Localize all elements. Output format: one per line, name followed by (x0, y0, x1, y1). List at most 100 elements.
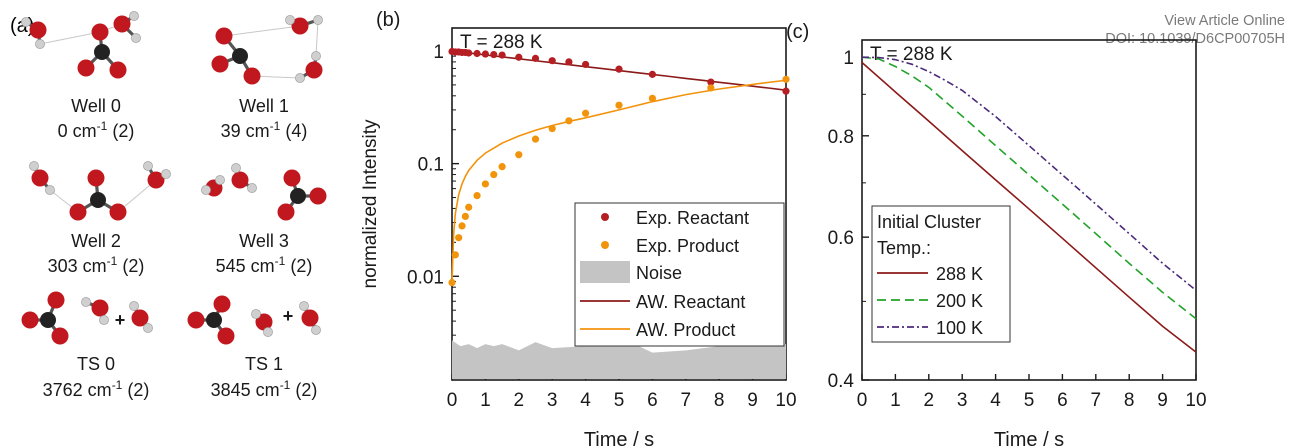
x-tick-label: 1 (890, 390, 901, 411)
product-point (455, 234, 463, 242)
oxygen-atom (301, 309, 319, 327)
product-point (490, 170, 498, 179)
oxygen-atom (109, 61, 127, 79)
x-tick-label: 9 (1157, 390, 1168, 411)
structure-5: + TS 1 3845 cm-1 (2) (187, 295, 321, 400)
x-axis-label: Time / s (584, 429, 654, 448)
product-point (582, 109, 590, 117)
temperature-annotation: T = 288 K (460, 32, 543, 53)
x-tick-label: 6 (647, 390, 658, 411)
x-tick-label: 5 (614, 390, 625, 411)
legend-label: Exp. Reactant (636, 208, 749, 228)
degeneracy: (2) (285, 256, 312, 276)
y-tick-label: 0.01 (407, 267, 444, 288)
carbon-atom (40, 312, 56, 328)
x-tick-label: 7 (681, 390, 692, 411)
temperature-annotation: T = 288 K (870, 44, 953, 65)
x-tick-label: 6 (1057, 390, 1068, 411)
structure-energy: 39 cm-1 (4) (221, 119, 308, 141)
aw-product-line (451, 79, 787, 283)
legend-reactant-marker (601, 213, 609, 221)
structure-1: Well 1 39 cm-1 (4) (211, 15, 323, 141)
x-tick-label: 9 (747, 390, 758, 411)
x-tick-label: 8 (714, 390, 725, 411)
x-tick-label: 4 (990, 390, 1001, 411)
hydrogen-atom (129, 11, 139, 21)
oxygen-atom (109, 203, 127, 221)
chart-panel-b: 0 1 2 3 4 5 6 7 8 9 10 0.01 0.1 1 Time / s T = 288 K (b)… (360, 9, 797, 448)
x-tick-label: 4 (580, 390, 591, 411)
energy-exponent: -1 (112, 378, 123, 392)
product-point (498, 163, 506, 171)
degeneracy: (4) (280, 121, 307, 141)
oxygen-atom (91, 299, 109, 317)
reactant-point (531, 54, 540, 62)
oxygen-atom (147, 171, 165, 189)
y-tick-label: 0.1 (418, 155, 444, 176)
oxygen-atom (31, 169, 49, 187)
energy-exponent: -1 (275, 254, 286, 268)
legend-frame (871, 205, 1011, 343)
x-tick-label: 7 (1091, 390, 1102, 411)
energy-value: 3762 cm (43, 380, 112, 400)
structure-name: Well 2 (71, 231, 121, 251)
reactant-point (515, 53, 523, 61)
product-point (648, 94, 657, 102)
legend-label: Exp. Product (636, 236, 739, 256)
energy-value: 39 cm (221, 121, 270, 141)
hydrogen-atom (311, 325, 321, 335)
degeneracy: (2) (117, 256, 144, 276)
oxygen-atom (113, 15, 131, 33)
structure-name: TS 1 (245, 354, 283, 374)
carbon-atom (290, 188, 306, 204)
legend-label: 200 K (936, 291, 983, 311)
reactant-point (782, 87, 790, 95)
x-tick-label: 1 (480, 390, 491, 411)
oxygen-atom (211, 55, 229, 73)
hydrogen-atom (161, 169, 171, 179)
hydrogen-bond (223, 25, 301, 37)
structure-4: + TS 0 3762 cm-1 (2) (21, 291, 153, 400)
hydrogen-atom (251, 309, 261, 319)
oxygen-atom (305, 61, 323, 79)
product-point (515, 151, 523, 159)
legend-label: AW. Product (636, 320, 735, 340)
hydrogen-atom (35, 39, 45, 49)
structure-name: Well 0 (71, 96, 121, 116)
product-point (782, 75, 790, 83)
legend-title: Initial Cluster (877, 212, 981, 232)
reactant-point (548, 57, 556, 65)
product-point (548, 124, 556, 133)
hydrogen-atom (99, 315, 109, 325)
oxygen-atom (213, 295, 231, 313)
hydrogen-atom (247, 183, 257, 193)
hydrogen-atom (143, 323, 153, 333)
legend-c: Initial Cluster Temp.:288 K 200 K 100 K (871, 205, 1011, 343)
y-tick-label: 0.6 (828, 228, 854, 249)
x-tick-label: 10 (775, 390, 796, 411)
reactant-point (582, 60, 590, 69)
structure-2: Well 2 303 cm-1 (2) (29, 161, 171, 276)
hydrogen-atom (311, 51, 321, 61)
y-tick-label: 1 (843, 48, 854, 69)
energy-value: 0 cm (58, 121, 97, 141)
energy-value: 303 cm (48, 256, 107, 276)
hydrogen-atom (143, 161, 153, 171)
panel-label: (c) (786, 21, 809, 43)
oxygen-atom (215, 27, 233, 45)
plus-sign: + (115, 310, 126, 330)
product-point (458, 222, 466, 230)
product-point (465, 203, 473, 211)
reactant-point (615, 65, 623, 73)
hydrogen-atom (313, 15, 323, 25)
structure-energy: 3762 cm-1 (2) (43, 378, 150, 400)
degeneracy: (2) (290, 380, 317, 400)
carbon-atom (206, 312, 222, 328)
structure-3: Well 3 545 cm-1 (2) (201, 163, 327, 276)
energy-exponent: -1 (107, 254, 118, 268)
x-tick-label: 2 (514, 390, 525, 411)
product-point (565, 117, 573, 125)
oxygen-atom (255, 313, 273, 331)
oxygen-atom (21, 311, 39, 329)
